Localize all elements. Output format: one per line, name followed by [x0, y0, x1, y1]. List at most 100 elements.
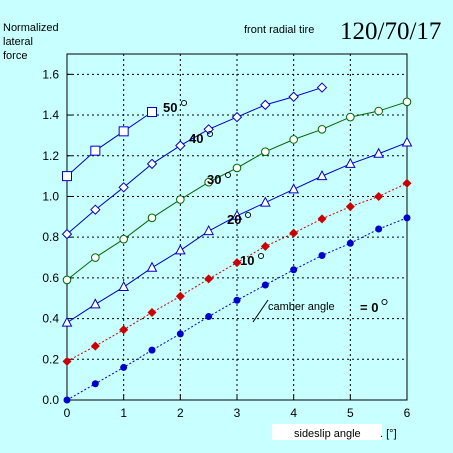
data-point [147, 107, 157, 118]
data-point [148, 346, 156, 354]
data-point [403, 214, 411, 222]
y-tick-label: 0.0 [42, 393, 59, 407]
data-point [402, 97, 412, 107]
data-point [62, 275, 72, 285]
ticks: 0 1 2 3 4 5 6 0.0 0.2 0.4 0.6 0.8 1.0 1.2 1.4 1.6 [42, 67, 410, 420]
data-point [90, 145, 101, 156]
series-label-0: = 0 [360, 298, 388, 315]
data-point [146, 158, 158, 170]
data-point [62, 356, 72, 366]
y-tick-label: 0.8 [42, 230, 59, 244]
x-tick-label: 3 [234, 406, 241, 420]
data-point [288, 183, 299, 194]
series-line [66, 87, 323, 235]
series-labels: = 0 10 20 30 40 50 [163, 99, 388, 315]
series-label-5: 50 [163, 99, 188, 115]
data-point [232, 258, 242, 268]
data-point [146, 261, 158, 272]
data-point [289, 135, 298, 144]
data-point [261, 147, 270, 156]
data-point [90, 204, 101, 215]
data-point [175, 140, 186, 151]
series-label-2: 20 [227, 211, 252, 227]
data-point [375, 225, 383, 233]
y-tick-label: 1.0 [42, 189, 59, 203]
x-tick-label: 1 [120, 406, 127, 420]
legend-camber-label: camber angle [268, 301, 335, 313]
data-point [346, 112, 355, 122]
data-point [346, 239, 354, 247]
data-point [205, 313, 213, 321]
data-point [118, 182, 129, 193]
data-point [260, 241, 270, 251]
data-point [61, 316, 73, 327]
degree-symbol [381, 298, 388, 306]
data-point [401, 136, 413, 147]
series-label-4: 40 [189, 130, 214, 146]
series-4 [61, 82, 328, 240]
data-point [90, 341, 100, 351]
y-tick-label: 1.4 [42, 108, 59, 122]
data-point [231, 111, 243, 123]
data-point [62, 171, 72, 182]
data-point [317, 214, 327, 224]
y-axis-label-line-3: force [3, 50, 27, 62]
x-tick-label: 4 [290, 406, 297, 420]
series-label-4-text: 40 [189, 131, 203, 146]
x-axis-label-box [272, 424, 382, 440]
data-point [91, 380, 99, 388]
data-point [317, 125, 327, 134]
x-tick-label: 2 [177, 406, 184, 420]
data-point [175, 291, 185, 301]
x-axis-label: sideslip angle [294, 428, 361, 440]
series-layer [61, 82, 413, 404]
data-point [233, 296, 241, 304]
y-tick-label: 1.2 [42, 149, 59, 163]
series-1 [62, 178, 412, 366]
degree-symbol [224, 171, 232, 179]
data-point [231, 209, 243, 220]
data-point [261, 281, 269, 289]
data-point [119, 234, 128, 244]
data-point [289, 228, 299, 238]
legend-pointer-line [252, 299, 269, 323]
data-point [374, 106, 383, 116]
data-point [61, 228, 73, 240]
series-2 [61, 136, 413, 327]
data-point [203, 225, 214, 236]
degree-symbol [257, 252, 265, 260]
data-point [316, 82, 328, 93]
data-point [176, 330, 184, 338]
data-point [373, 147, 384, 158]
series-line [66, 111, 153, 177]
series-5 [62, 107, 157, 182]
degree-symbol [206, 130, 214, 138]
data-point [345, 202, 355, 212]
data-point [176, 195, 185, 204]
x-tick-label: 5 [347, 406, 354, 420]
degree-symbol [244, 211, 252, 219]
series-label-1-text: 10 [240, 253, 254, 268]
data-point [119, 325, 129, 335]
series-label-1: 10 [240, 252, 265, 268]
series-label-3-text: 30 [207, 172, 221, 187]
data-point [63, 396, 71, 404]
plot-area [67, 54, 407, 400]
data-point [91, 253, 100, 262]
y-axis-label-line-1: Normalized [3, 22, 59, 34]
series-label-2-text: 20 [227, 212, 241, 227]
data-point [204, 274, 214, 284]
data-point [316, 170, 328, 181]
data-point [118, 126, 129, 137]
data-point [204, 177, 213, 187]
series-label-3: 30 [207, 171, 232, 187]
chart-title: 120/70/17 [340, 18, 441, 45]
data-point [120, 363, 128, 371]
data-point [374, 191, 384, 201]
data-point [318, 251, 326, 259]
data-point [288, 91, 299, 102]
chart-subtitle: front radial tire [244, 24, 314, 36]
data-point [232, 163, 242, 173]
series-3 [62, 97, 412, 285]
